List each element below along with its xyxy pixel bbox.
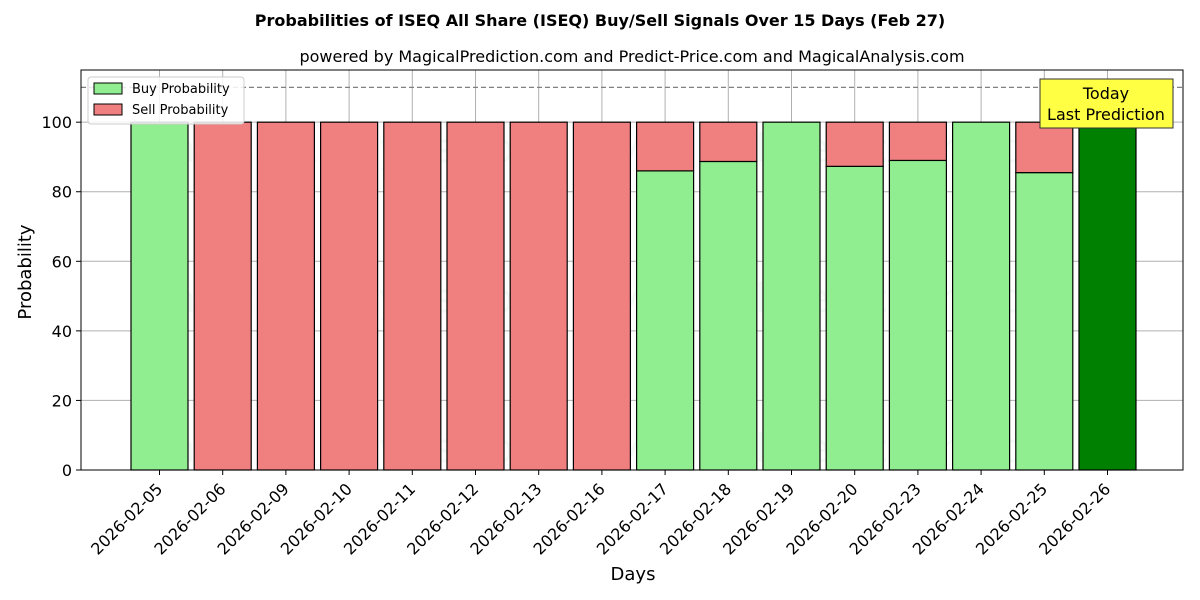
bars — [130, 121, 1137, 471]
today-annotation: Today Last Prediction — [1039, 78, 1174, 129]
annotation-text: Today — [1082, 84, 1129, 103]
legend-label: Sell Probability — [132, 103, 229, 118]
y-axis-label: Probability — [15, 224, 36, 319]
buy-bar — [1015, 172, 1074, 471]
legend-label: Buy Probability — [132, 82, 230, 97]
buy-bar — [699, 160, 758, 471]
y-tick-label: 20 — [52, 391, 72, 410]
annotation-box — [1039, 78, 1174, 129]
buy-bar — [130, 121, 189, 471]
sell-bar — [446, 121, 505, 471]
buy-bar — [1078, 121, 1137, 471]
sell-bar — [699, 121, 758, 163]
y-tick-label: 100 — [41, 113, 72, 132]
chart-title: Probabilities of ISEQ All Share (ISEQ) B… — [255, 11, 945, 30]
legend: Buy Probability Sell Probability — [87, 76, 245, 125]
legend-swatch — [93, 82, 123, 95]
buy-bar — [888, 159, 948, 471]
buy-bar — [762, 121, 821, 471]
sell-bar — [1015, 121, 1074, 174]
chart-subtitle: powered by MagicalPrediction.com and Pre… — [299, 47, 964, 66]
buy-bar — [951, 121, 1011, 471]
buy-bar — [635, 170, 695, 471]
y-tick-label: 60 — [52, 252, 72, 271]
sell-bar — [635, 121, 695, 172]
y-tick-label: 40 — [52, 322, 72, 341]
sell-bar — [888, 121, 948, 162]
x-axis-label: Days — [611, 564, 656, 585]
sell-bar — [193, 121, 252, 471]
y-tick-label: 80 — [52, 183, 72, 202]
sell-bar — [320, 121, 379, 471]
plot-area-frame — [80, 69, 1184, 471]
sell-bar — [825, 121, 884, 167]
annotation-text: Last Prediction — [1047, 105, 1165, 124]
legend-swatch — [93, 103, 123, 116]
sell-bar — [383, 121, 442, 471]
sell-bar — [572, 121, 632, 471]
sell-bar — [509, 121, 568, 471]
sell-bar — [256, 121, 315, 471]
buy-bar — [825, 165, 884, 471]
legend-box — [87, 76, 245, 125]
y-tick-label: 0 — [62, 461, 72, 480]
